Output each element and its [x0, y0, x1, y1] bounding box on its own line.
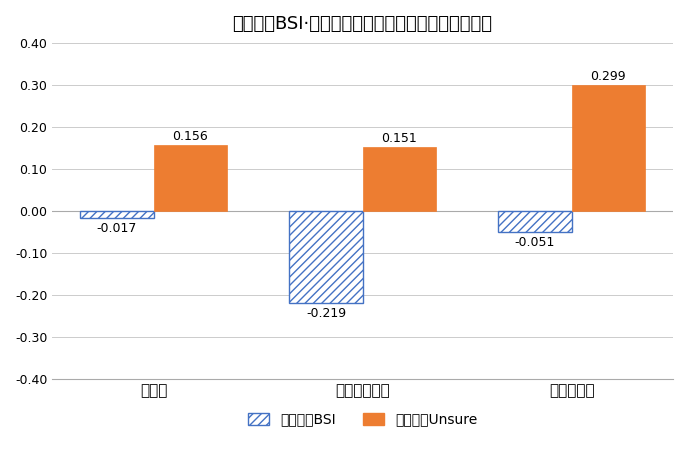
Text: -0.017: -0.017: [97, 222, 137, 235]
Bar: [363, 147, 436, 211]
Text: 0.151: 0.151: [381, 132, 417, 145]
Bar: [572, 85, 645, 211]
Bar: [290, 211, 363, 303]
Text: 0.156: 0.156: [172, 130, 208, 143]
Bar: [499, 211, 572, 232]
Bar: [153, 145, 227, 211]
Text: 0.299: 0.299: [590, 70, 626, 83]
Title: 自社業況BSI·不確実性：世界経済危機とコロナ危機: 自社業況BSI·不確実性：世界経済危機とコロナ危機: [233, 15, 493, 33]
Legend: 自社業況BSI, 自社業況Unsure: 自社業況BSI, 自社業況Unsure: [242, 407, 483, 432]
Bar: [80, 211, 153, 218]
Text: -0.219: -0.219: [306, 307, 346, 320]
Text: -0.051: -0.051: [515, 237, 555, 249]
